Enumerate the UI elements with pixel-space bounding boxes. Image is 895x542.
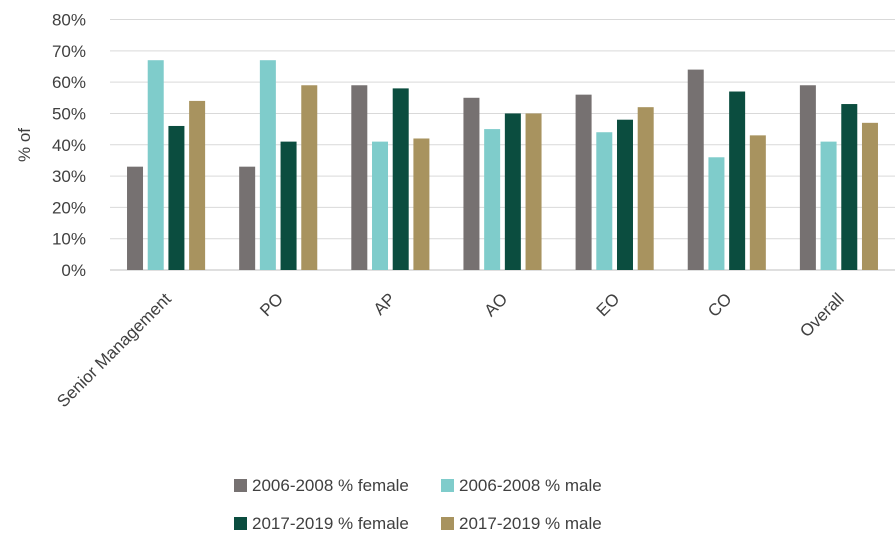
legend-swatch [234,517,247,530]
bar [841,104,858,270]
bar [280,141,297,270]
legend-swatch [441,479,454,492]
legend-label: 2006-2008 % male [459,476,602,495]
bar [189,100,206,270]
x-tick-label: EO [593,289,624,320]
y-tick-label: 60% [52,73,86,92]
bar [729,91,746,270]
x-axis-ticks: Senior Management PO AP AO EO CO Overall [53,289,848,411]
y-axis-title: % of [15,128,34,162]
bar [525,113,542,270]
legend-label: 2017-2019 % male [459,514,602,533]
y-tick-label: 50% [52,104,86,123]
y-tick-label: 30% [52,167,86,186]
bar [504,113,521,270]
x-tick-label: PO [256,289,287,320]
bar [259,60,276,270]
bar [239,166,256,270]
y-tick-label: 40% [52,136,86,155]
bar [687,69,704,270]
gridlines [110,19,895,271]
bar [413,138,430,270]
bar [301,85,318,270]
y-tick-label: 80% [52,11,86,30]
bar [575,94,592,271]
legend: 2006-2008 % female 2006-2008 % male 2017-2… [234,476,602,533]
legend-swatch [441,517,454,530]
y-tick-label: 0% [61,261,86,280]
legend-label: 2006-2008 % female [252,476,409,495]
y-axis-ticks: 0% 10% 20% 30% 40% 50% 60% 70% 80% [52,11,86,281]
bar [708,157,725,270]
x-tick-label: Senior Management [53,289,175,411]
x-tick-label: AP [370,289,399,318]
bar [637,107,654,270]
legend-swatch [234,479,247,492]
legend-label: 2017-2019 % female [252,514,409,533]
bar [596,132,613,270]
x-tick-label: CO [704,289,735,320]
bar [861,122,878,270]
bar [463,97,480,270]
bar [147,60,164,270]
x-tick-label: AO [481,289,512,320]
bar [484,129,501,270]
bar [392,88,409,270]
bar [351,85,368,270]
x-tick-label: Overall [796,289,848,341]
bar [168,125,185,271]
bar [372,141,389,270]
bar [820,141,837,270]
bars [127,60,878,271]
y-tick-label: 20% [52,198,86,217]
bar [616,119,633,270]
y-tick-label: 10% [52,230,86,249]
y-tick-label: 70% [52,42,86,61]
bar [799,85,816,270]
bar [749,135,766,270]
bar [127,166,144,270]
